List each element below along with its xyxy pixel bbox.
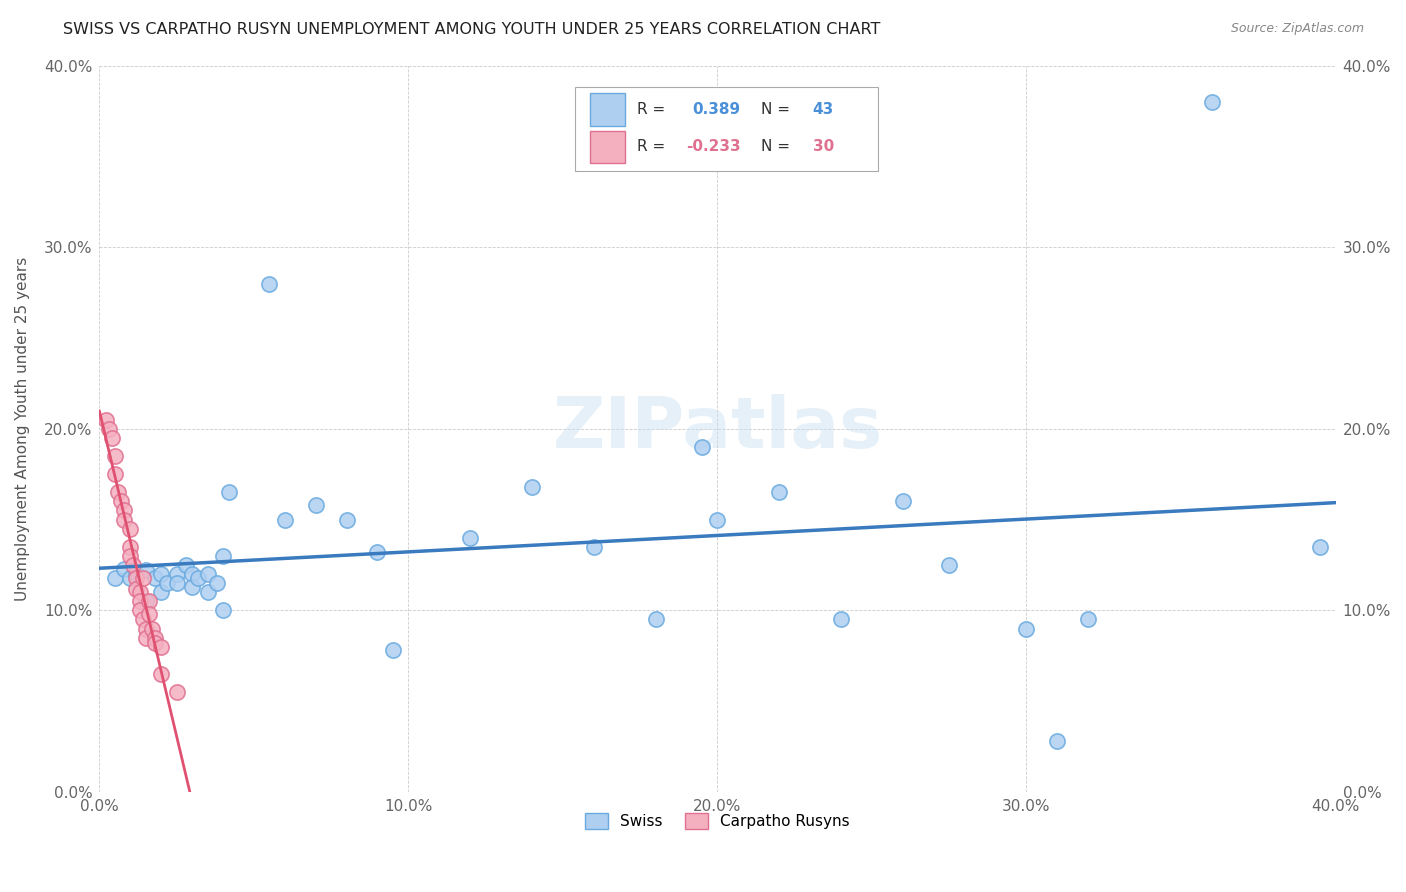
Point: [212, 603, 235, 617]
Point: [120, 549, 142, 563]
Point: [112, 512, 135, 526]
Point: [520, 480, 543, 494]
Point: [212, 549, 235, 563]
Point: [131, 612, 153, 626]
Point: [120, 522, 142, 536]
Point: [141, 622, 163, 636]
Point: [366, 545, 388, 559]
Point: [891, 494, 914, 508]
Point: [205, 576, 228, 591]
Point: [112, 561, 135, 575]
FancyBboxPatch shape: [591, 93, 624, 126]
Point: [150, 667, 173, 681]
Point: [143, 571, 166, 585]
Point: [128, 585, 150, 599]
Point: [150, 640, 173, 654]
Point: [122, 558, 145, 572]
Point: [110, 494, 132, 508]
Point: [143, 631, 166, 645]
Point: [458, 531, 481, 545]
Y-axis label: Unemployment Among Youth under 25 years: Unemployment Among Youth under 25 years: [15, 257, 30, 601]
Text: -0.233: -0.233: [686, 139, 741, 154]
Point: [197, 585, 219, 599]
Legend: Swiss, Carpatho Rusyns: Swiss, Carpatho Rusyns: [579, 807, 856, 835]
Point: [259, 277, 281, 291]
Point: [120, 571, 142, 585]
Point: [156, 576, 179, 591]
Point: [1046, 734, 1069, 748]
Point: [112, 503, 135, 517]
FancyBboxPatch shape: [575, 87, 879, 171]
Point: [150, 567, 173, 582]
Point: [181, 567, 204, 582]
Point: [138, 594, 160, 608]
Point: [166, 576, 188, 591]
Point: [1015, 622, 1038, 636]
Point: [131, 571, 153, 585]
Point: [104, 571, 127, 585]
Point: [1201, 95, 1223, 109]
Text: Source: ZipAtlas.com: Source: ZipAtlas.com: [1230, 22, 1364, 36]
Point: [690, 440, 713, 454]
Point: [100, 431, 122, 445]
Point: [150, 585, 173, 599]
Text: SWISS VS CARPATHO RUSYN UNEMPLOYMENT AMONG YOUTH UNDER 25 YEARS CORRELATION CHAR: SWISS VS CARPATHO RUSYN UNEMPLOYMENT AMO…: [63, 22, 880, 37]
Point: [381, 643, 404, 657]
Point: [335, 512, 357, 526]
Point: [1309, 540, 1331, 554]
Point: [938, 558, 960, 572]
Text: R =: R =: [637, 102, 671, 117]
Point: [1077, 612, 1099, 626]
Point: [706, 512, 728, 526]
Point: [187, 571, 209, 585]
FancyBboxPatch shape: [591, 130, 624, 163]
Point: [174, 558, 197, 572]
Point: [582, 540, 605, 554]
Point: [125, 582, 148, 596]
Point: [138, 607, 160, 621]
Point: [135, 563, 157, 577]
Point: [107, 485, 129, 500]
Text: N =: N =: [761, 139, 794, 154]
Point: [644, 612, 666, 626]
Text: R =: R =: [637, 139, 671, 154]
Point: [128, 603, 150, 617]
Text: 0.389: 0.389: [693, 102, 741, 117]
Point: [135, 622, 157, 636]
Text: 43: 43: [813, 102, 834, 117]
Point: [128, 594, 150, 608]
Point: [94, 413, 117, 427]
Point: [181, 580, 204, 594]
Point: [166, 685, 188, 699]
Text: N =: N =: [761, 102, 794, 117]
Point: [274, 512, 297, 526]
Point: [104, 467, 127, 482]
Point: [135, 594, 157, 608]
Point: [125, 567, 148, 582]
Point: [305, 498, 328, 512]
Text: 30: 30: [813, 139, 834, 154]
Point: [197, 567, 219, 582]
Point: [135, 631, 157, 645]
Point: [768, 485, 790, 500]
Point: [830, 612, 852, 626]
Point: [97, 422, 120, 436]
Point: [218, 485, 240, 500]
Point: [166, 567, 188, 582]
Point: [143, 636, 166, 650]
Text: ZIPatlas: ZIPatlas: [553, 394, 883, 463]
Point: [120, 540, 142, 554]
Point: [125, 571, 148, 585]
Point: [104, 449, 127, 463]
